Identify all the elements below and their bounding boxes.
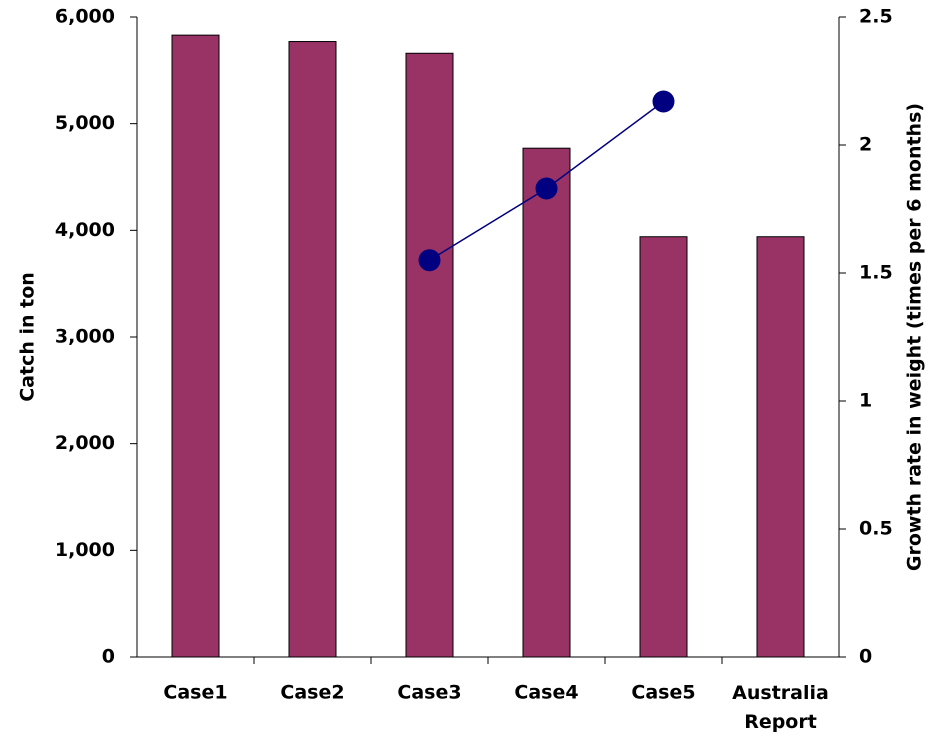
point <box>652 90 675 113</box>
bar <box>171 34 220 658</box>
x-tick-label: Australia Report <box>732 682 829 733</box>
point <box>418 249 441 272</box>
y2-tick-label: 2.5 <box>859 6 893 28</box>
y-tick-label: 2,000 <box>55 432 115 454</box>
y-tick-label: 4,000 <box>55 219 115 241</box>
x-tick-label: Case2 <box>280 682 344 704</box>
y2-axis-label: Growth rate in weight (times per 6 month… <box>904 103 926 571</box>
y-tick-label: 0 <box>102 646 115 668</box>
bar <box>639 236 688 658</box>
point <box>535 177 558 200</box>
y-tick-label: 6,000 <box>55 6 115 28</box>
y2-tick-label: 0.5 <box>859 518 893 540</box>
x-tick-label: Case5 <box>631 682 695 704</box>
x-tick-label: Case1 <box>163 682 227 704</box>
y-tick-label: 1,000 <box>55 539 115 561</box>
y2-tick-label: 1.5 <box>859 262 893 284</box>
y-tick-label: 5,000 <box>55 112 115 134</box>
bar <box>405 52 454 658</box>
bar <box>288 41 337 658</box>
y-tick-label: 3,000 <box>55 326 115 348</box>
bar <box>522 147 571 658</box>
y-axis-label: Catch in ton <box>17 272 39 402</box>
x-tick-label: Case3 <box>397 682 461 704</box>
y2-tick-label: 2 <box>859 134 872 156</box>
x-tick-label: Case4 <box>514 682 578 704</box>
y2-tick-label: 0 <box>859 646 872 668</box>
bar <box>756 236 805 658</box>
y2-tick-label: 1 <box>859 390 872 412</box>
